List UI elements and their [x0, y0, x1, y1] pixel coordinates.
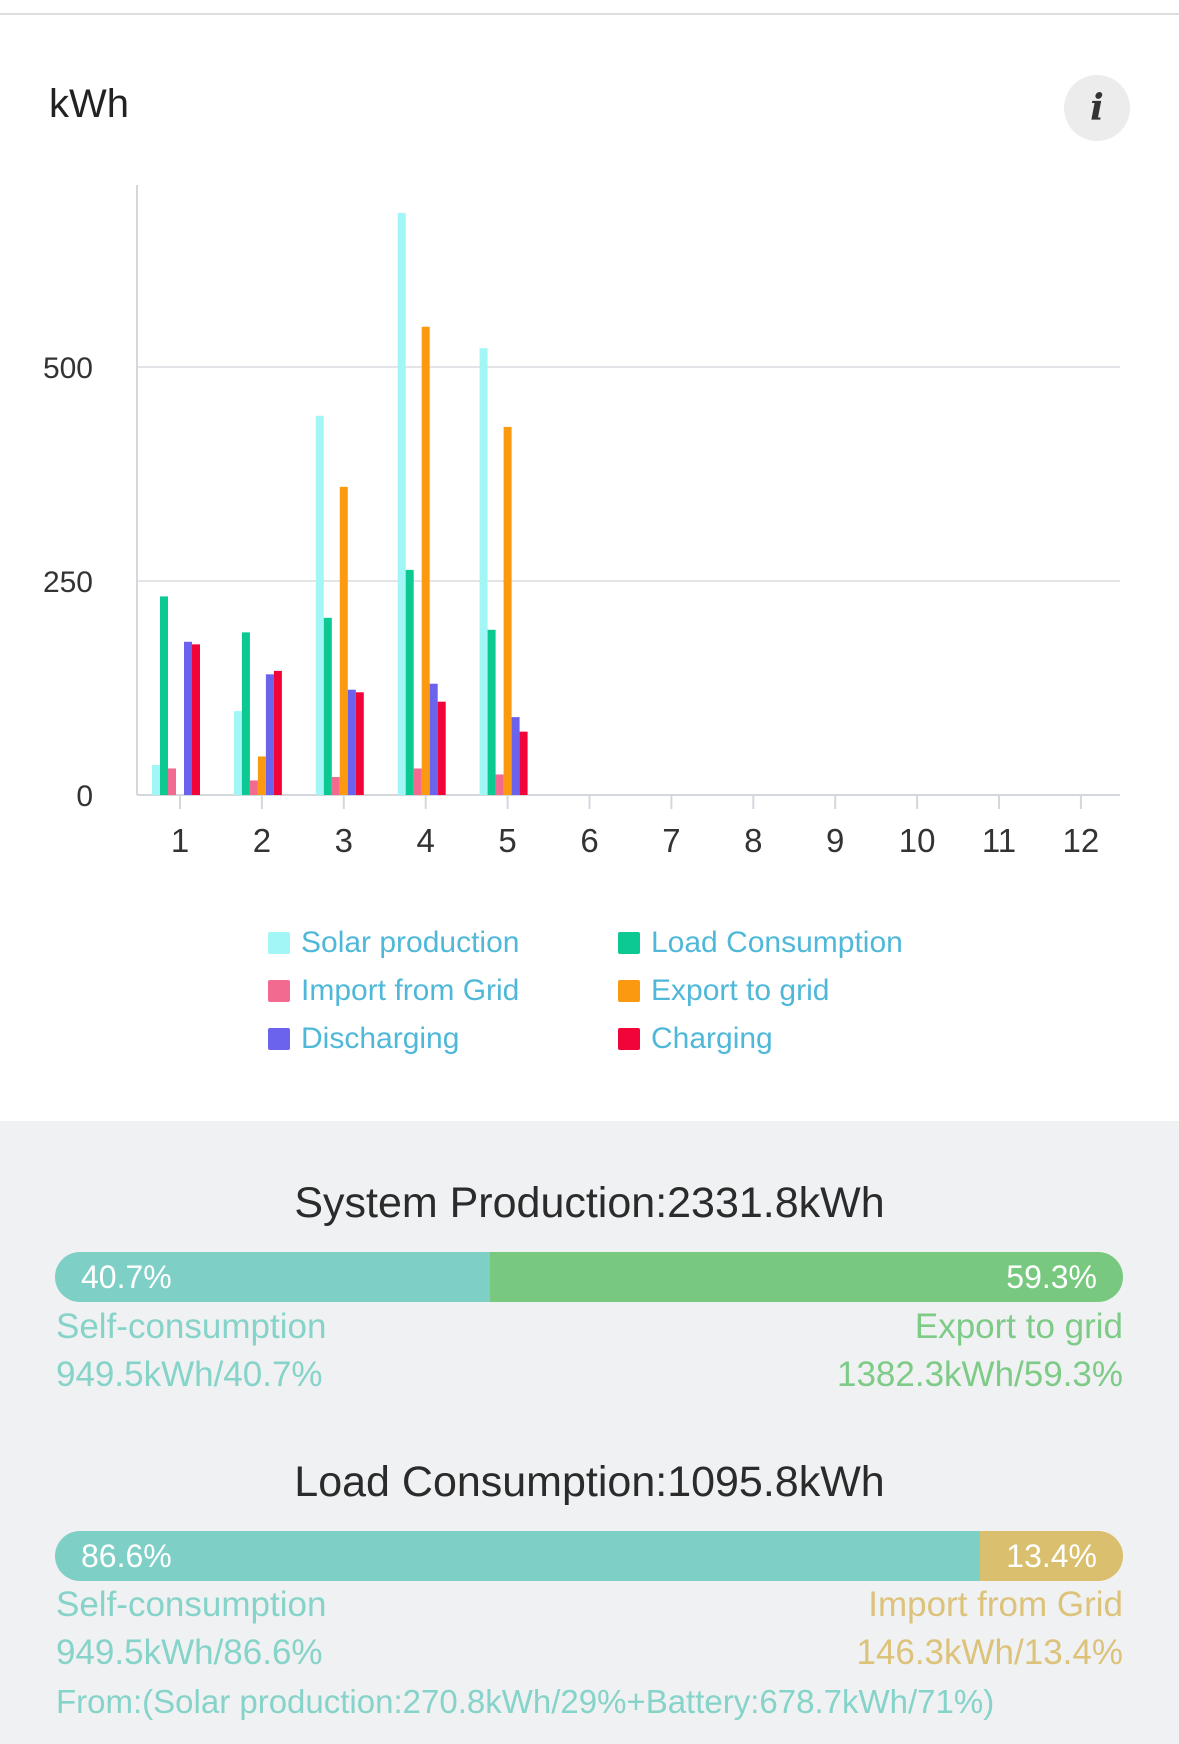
x-tick-label: 5	[498, 822, 516, 859]
bar-import-from-grid	[168, 768, 176, 795]
legend-swatch	[618, 932, 640, 954]
bar-import-from-grid	[413, 768, 422, 795]
system-production-self-value: 949.5kWh/40.7%	[56, 1355, 323, 1394]
bar-import-from-grid	[331, 777, 340, 795]
x-tick-label: 11	[982, 822, 1016, 859]
bar-discharging	[265, 674, 274, 795]
bar-charging	[437, 701, 446, 795]
bar-discharging	[347, 689, 356, 795]
load-consumption-import-label: Import from Grid	[868, 1585, 1123, 1624]
bar-charging	[192, 644, 200, 795]
legend-swatch	[268, 932, 290, 954]
chart-unit-label: kWh	[49, 82, 129, 126]
info-icon[interactable]: i	[1064, 75, 1130, 141]
bar-solar-production	[233, 711, 242, 795]
x-tick-label: 12	[1063, 822, 1100, 859]
bar-charging	[273, 670, 282, 795]
load-consumption-self-value: 949.5kWh/86.6%	[56, 1633, 323, 1672]
y-tick-label: 250	[43, 566, 93, 599]
legend-label: Import from Grid	[301, 974, 520, 1007]
load-consumption-self-label: Self-consumption	[56, 1585, 327, 1624]
legend-item-solar-production[interactable]: Solar production	[268, 926, 519, 960]
x-tick-label: 8	[744, 822, 762, 859]
x-tick-label: 3	[335, 822, 353, 859]
system-production-export-segment: 59.3%	[489, 1252, 1123, 1302]
x-tick-label: 2	[253, 822, 271, 859]
legend-label: Charging	[651, 1022, 773, 1055]
legend-swatch	[618, 980, 640, 1002]
legend-label: Load Consumption	[651, 926, 903, 959]
bar-discharging	[511, 717, 520, 795]
x-tick-label: 4	[417, 822, 435, 859]
system-production-export-label: Export to grid	[914, 1307, 1123, 1346]
legend-swatch	[618, 1028, 640, 1050]
load-consumption-bar: 86.6% 13.4%	[55, 1531, 1123, 1581]
bar-load-consumption	[405, 569, 414, 795]
legend-item-discharging[interactable]: Discharging	[268, 1022, 459, 1056]
legend-swatch	[268, 980, 290, 1002]
load-consumption-import-segment: 13.4%	[979, 1531, 1123, 1581]
x-tick-label: 1	[171, 822, 189, 859]
bar-load-consumption	[487, 629, 496, 795]
system-production-self-label: Self-consumption	[56, 1307, 327, 1346]
system-production-export-value: 1382.3kWh/59.3%	[836, 1355, 1123, 1394]
summary-panel: System Production:2331.8kWh 40.7% 59.3% …	[0, 1121, 1179, 1744]
y-tick-label: 0	[76, 780, 93, 813]
x-tick-label: 9	[826, 822, 844, 859]
legend-item-load-consumption[interactable]: Load Consumption	[618, 926, 903, 960]
bar-charging	[355, 692, 364, 795]
load-consumption-self-segment: 86.6%	[55, 1531, 980, 1581]
system-production-title: System Production:2331.8kWh	[294, 1179, 885, 1227]
x-tick-label: 10	[899, 822, 936, 859]
bar-export-to-grid	[339, 486, 348, 795]
bar-charging	[519, 731, 528, 795]
bar-import-from-grid	[495, 774, 504, 795]
system-production-self-segment: 40.7%	[55, 1252, 490, 1302]
legend-item-import-from-grid[interactable]: Import from Grid	[268, 974, 519, 1008]
bar-export-to-grid	[257, 756, 266, 795]
bar-discharging	[184, 641, 192, 795]
top-divider	[0, 13, 1179, 15]
legend-item-charging[interactable]: Charging	[618, 1022, 773, 1056]
bar-solar-production	[479, 348, 488, 795]
legend-item-export-to-grid[interactable]: Export to grid	[618, 974, 829, 1008]
bar-solar-production	[397, 212, 406, 796]
bar-solar-production	[315, 415, 324, 795]
system-production-bar: 40.7% 59.3%	[55, 1252, 1123, 1302]
bar-import-from-grid	[249, 780, 258, 795]
legend-label: Solar production	[301, 926, 520, 959]
bar-discharging	[429, 683, 438, 795]
bar-solar-production	[152, 765, 160, 795]
load-consumption-title: Load Consumption:1095.8kWh	[294, 1458, 885, 1506]
load-consumption-import-value: 146.3kWh/13.4%	[856, 1633, 1123, 1672]
y-tick-label: 500	[43, 352, 93, 385]
bar-load-consumption	[323, 617, 332, 795]
bar-load-consumption	[241, 632, 250, 795]
legend-swatch	[268, 1028, 290, 1050]
x-tick-label: 6	[580, 822, 598, 859]
load-consumption-source-note: From:(Solar production:270.8kWh/29%+Batt…	[56, 1683, 995, 1720]
x-tick-label: 7	[662, 822, 680, 859]
legend-label: Export to grid	[651, 974, 830, 1007]
bar-export-to-grid	[503, 426, 512, 795]
bar-load-consumption	[160, 596, 168, 795]
bar-export-to-grid	[421, 326, 430, 795]
legend-label: Discharging	[301, 1022, 460, 1055]
